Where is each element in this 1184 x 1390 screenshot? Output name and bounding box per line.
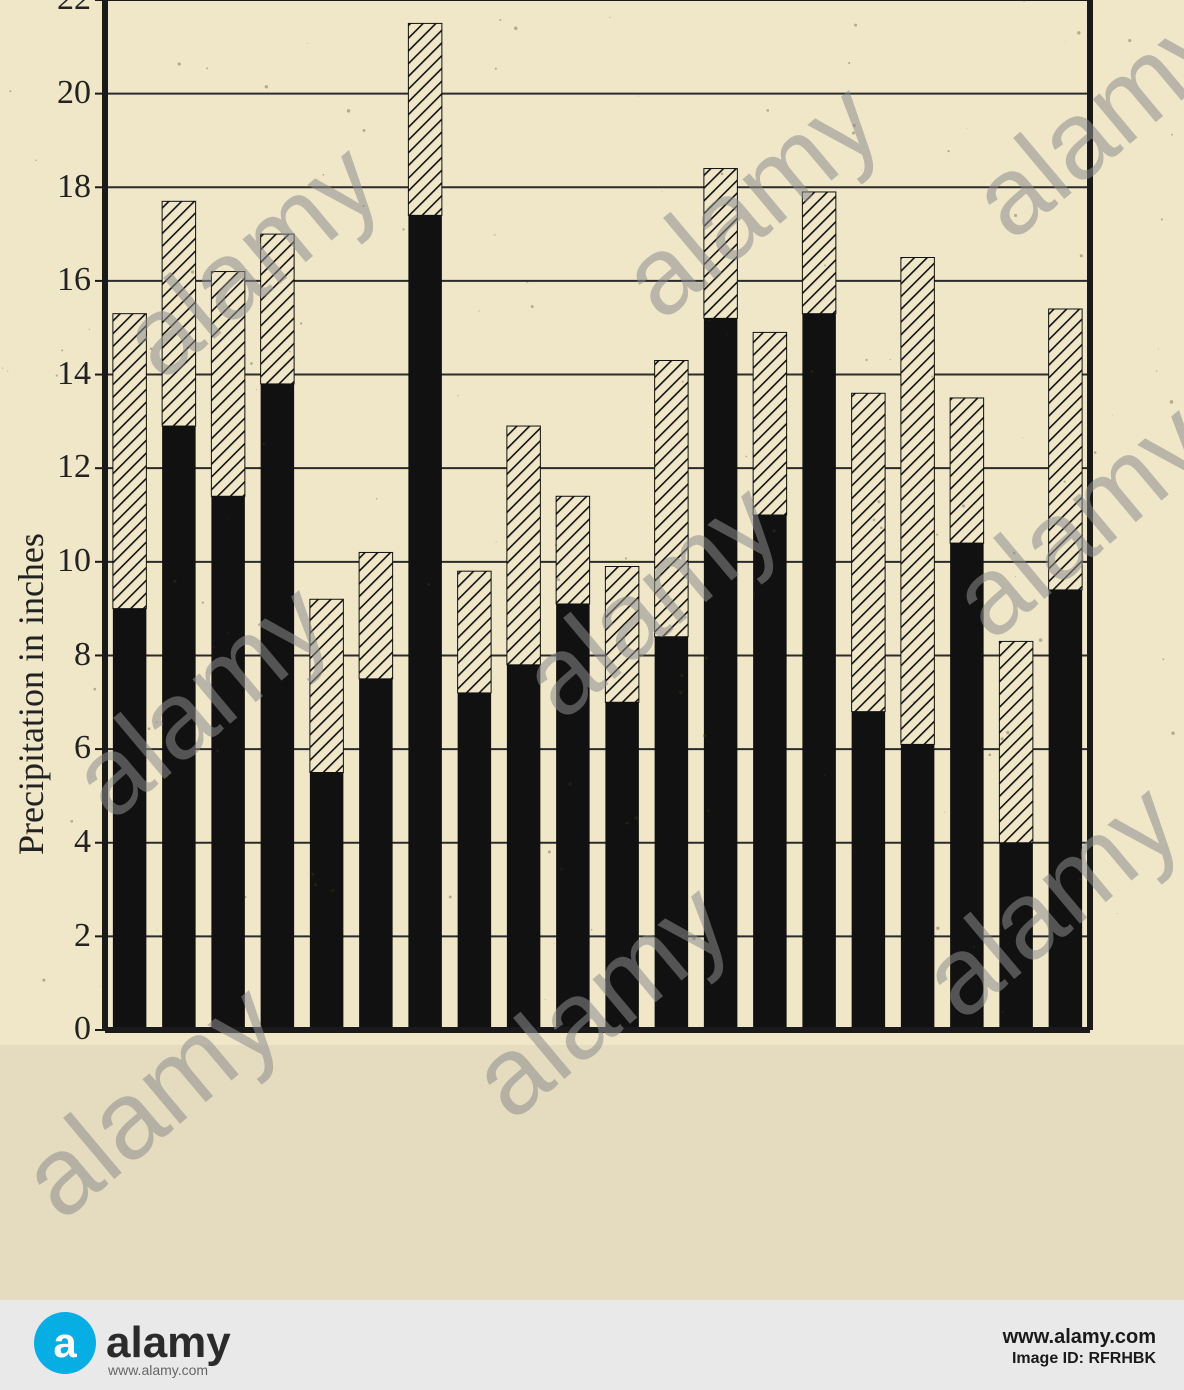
y-tick-label: 0: [74, 1010, 91, 1048]
bar-solid: [310, 773, 343, 1031]
bar-solid: [458, 693, 491, 1030]
y-tick-label: 14: [57, 355, 91, 393]
y-tick-label: 16: [57, 261, 91, 299]
bar-solid: [408, 215, 441, 1030]
y-tick-label: 4: [74, 823, 91, 861]
bar-solid: [359, 679, 392, 1030]
alamy-a-icon: a: [34, 1312, 96, 1374]
bar-solid: [901, 744, 934, 1030]
y-tick-label: 12: [57, 448, 91, 486]
y-tick-label: 20: [57, 74, 91, 112]
bar-hatched: [408, 23, 441, 215]
bar-hatched: [753, 332, 786, 515]
y-tick-label: 2: [74, 917, 91, 955]
bar-hatched: [458, 571, 491, 693]
y-tick-label: 18: [57, 168, 91, 206]
image-id: Image ID: RFRHBK: [1012, 1350, 1156, 1368]
bar-solid: [852, 712, 885, 1030]
y-tick-label: 10: [57, 542, 91, 580]
y-tick-label: 22: [57, 0, 91, 18]
bar-hatched: [999, 641, 1032, 842]
image-url: www.alamy.com: [1003, 1326, 1156, 1349]
y-tick-label: 8: [74, 636, 91, 674]
y-axis-title: Precipitation in inches: [10, 533, 52, 855]
bar-hatched: [852, 393, 885, 711]
bar-solid: [802, 314, 835, 1030]
alamy-url: www.alamy.com: [108, 1362, 208, 1378]
alamy-logo-text: alamy: [106, 1318, 231, 1368]
bar-hatched: [901, 258, 934, 745]
bar-solid: [753, 515, 786, 1030]
bar-hatched: [359, 552, 392, 678]
